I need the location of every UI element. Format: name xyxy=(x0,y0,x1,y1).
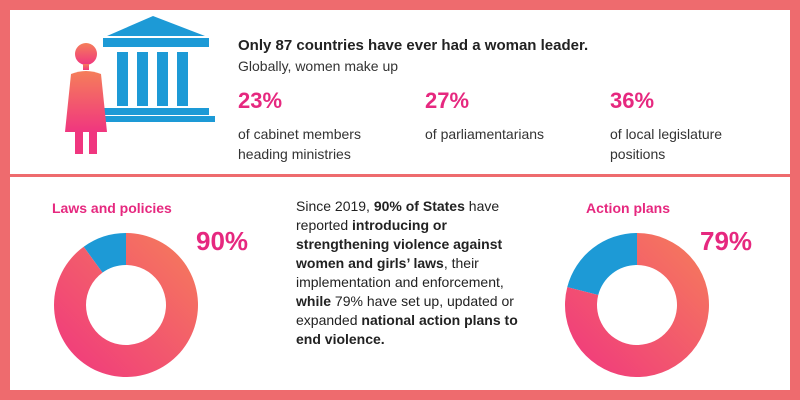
stat-label-line: positions xyxy=(610,146,666,162)
stat-label-line: of local legislature xyxy=(610,126,723,142)
stat-parliament: 27% of parliamentarians xyxy=(425,88,595,144)
donut-slice-remainder xyxy=(567,233,637,296)
donut-slice-main xyxy=(53,233,198,377)
action-plans-donut xyxy=(565,233,709,377)
text-run-bold: 90% of States xyxy=(373,198,465,214)
stat-value: 36% xyxy=(610,88,655,113)
donut-slice-main xyxy=(565,233,709,377)
stat-label: of parliamentarians xyxy=(425,124,595,144)
section-divider xyxy=(10,174,790,177)
text-run-bold: introducing or strengthening violence ag… xyxy=(296,217,503,271)
text-run: have reported xyxy=(296,198,500,233)
text-run-bold: national action plans to end violence. xyxy=(296,312,518,347)
action-plans-percent: 79% xyxy=(700,226,753,256)
text-run-bold: while xyxy=(296,293,332,309)
laws-policies-donut xyxy=(53,233,198,377)
laws-policies-percent: 90% xyxy=(196,226,249,256)
action-plans-title: Action plans xyxy=(586,200,671,216)
woman-and-government-building-icon xyxy=(65,16,215,154)
text-run: 79% have set up, updated or expanded xyxy=(296,293,514,328)
stat-label-line: heading ministries xyxy=(238,146,351,162)
stat-value: 23% xyxy=(238,88,283,113)
headline: Only 87 countries have ever had a woman … xyxy=(238,37,589,54)
stat-label: of cabinet members heading ministries xyxy=(238,124,408,164)
text-run: Since 2019, xyxy=(296,198,374,214)
middle-paragraph: Since 2019, 90% of States have reported … xyxy=(296,197,531,349)
subline: Globally, women make up xyxy=(238,58,399,74)
donut-slice-remainder xyxy=(83,233,126,273)
stat-local-legislature: 36% of local legislature positions xyxy=(610,88,780,164)
laws-policies-title: Laws and policies xyxy=(52,200,172,216)
stat-label-line: of parliamentarians xyxy=(425,126,545,142)
stat-label-line: of cabinet members xyxy=(238,126,361,142)
stat-value: 27% xyxy=(425,88,470,113)
text-run: , their implementation and enforcement, xyxy=(296,255,504,290)
stat-label: of local legislature positions xyxy=(610,124,780,164)
stat-cabinet: 23% of cabinet members heading ministrie… xyxy=(238,88,408,164)
